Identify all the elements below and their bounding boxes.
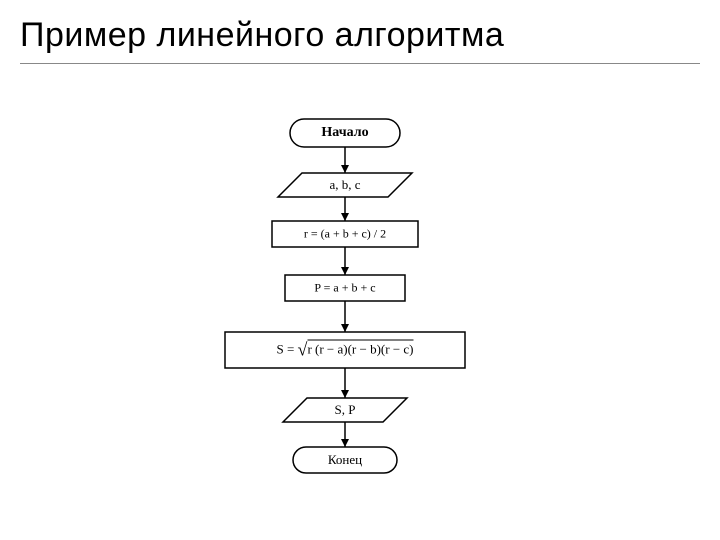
sqrt-symbol: √	[298, 340, 308, 360]
node-label-output: S, P	[335, 402, 356, 418]
node-label-calc_r: r = (a + b + c) / 2	[304, 227, 386, 242]
formula-under-sqrt: r (r − a)(r − b)(r − c)	[307, 340, 413, 358]
formula-prefix: S =	[276, 342, 297, 357]
node-label-calc_s: S = √r (r − a)(r − b)(r − c)	[276, 340, 413, 361]
node-label-input: a, b, c	[329, 177, 360, 193]
node-label-end: Конец	[328, 452, 362, 468]
node-label-calc_p: P = a + b + c	[314, 281, 375, 296]
node-label-start: Начало	[321, 125, 368, 141]
